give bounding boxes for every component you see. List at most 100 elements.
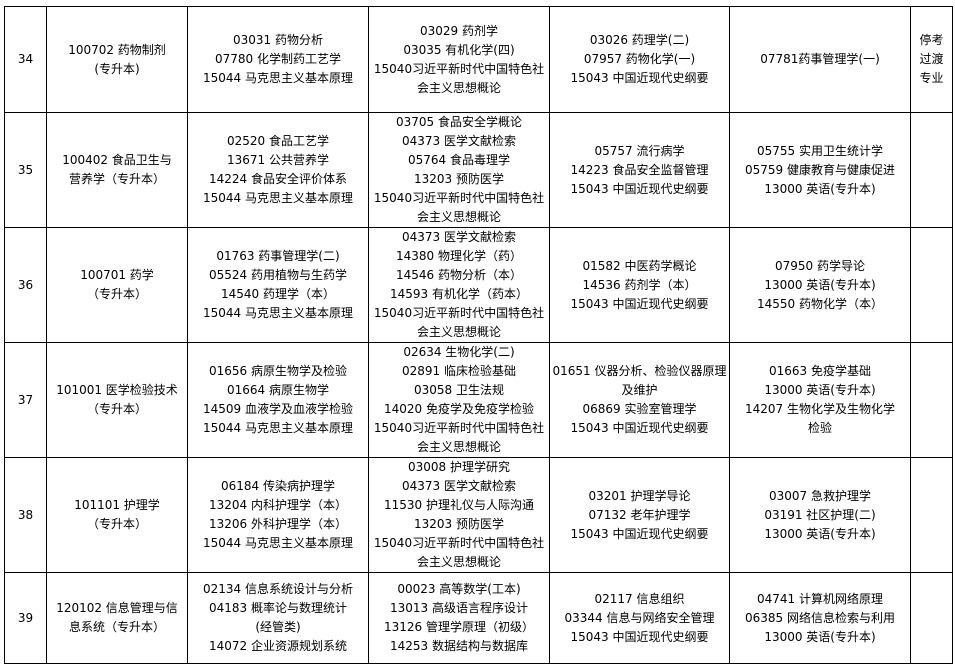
- major-name-line: 101001 医学检验技术: [56, 383, 178, 397]
- course-cell-4-line: 13000 英语(专升本): [764, 526, 876, 541]
- table-row: 36 100701 药学 （专升本） 01763 药事管理学(二) 05524 药用植物…: [4, 227, 953, 343]
- course-cell-2-line: 04373 医学文献检索: [402, 230, 516, 244]
- table-row: 39 120102 信息管理与信 息系统（专升本） 02134 信息系统设计与分析 04…: [4, 572, 953, 664]
- course-cell-2-line: 15040习近平新时代中国特色社: [373, 61, 545, 76]
- course-cell-2-line: 14020 免疫学及免疫学检验: [384, 402, 534, 416]
- course-cell-3: 03026 药理学(二) 07957 药物化学(一) 15043 中国近现代史纲要: [549, 6, 730, 113]
- course-cell-2: 00023 高等数学(工本) 13013 高级语言程序设计 13126 管理学原理（…: [368, 572, 550, 664]
- note-cell: [910, 457, 953, 573]
- course-cell-3-line: 07957 药物化学(一): [583, 52, 696, 66]
- major-name: 100702 药物制剂 (专升本): [46, 6, 188, 113]
- course-cell-1-line: 03031 药物分析: [233, 33, 323, 47]
- table-row: 35 100402 食品卫生与 营养学（专升本） 02520 食品工艺学 13671 公…: [4, 112, 953, 228]
- course-cell-2-line: 14546 药物分析（本）: [396, 268, 522, 282]
- course-cell-1-line: 02134 信息系统设计与分析: [203, 582, 353, 596]
- course-cell-1-line: 06184 传染病护理学: [221, 479, 335, 493]
- row-number: 39: [4, 572, 47, 664]
- course-cell-2-line: 会主义思想概论: [416, 440, 501, 454]
- course-cell-1-line: 15044 马克思主义基本原理: [203, 71, 353, 85]
- course-cell-2-line: 会主义思想概论: [416, 325, 501, 339]
- course-cell-3-line: 02117 信息组织: [594, 591, 685, 606]
- course-cell-2-line: 13203 预防医学: [414, 172, 504, 186]
- course-cell-2-line: 会主义思想概论: [416, 80, 501, 95]
- course-cell-2-line: 03058 卫生法规: [414, 383, 504, 397]
- major-name-line: 息系统（专升本）: [68, 620, 165, 634]
- table-row: 37 101001 医学检验技术 （专升本） 01656 病原生物学及检验 01664 …: [4, 342, 953, 458]
- note-cell: [910, 572, 953, 664]
- major-name-line: （专升本）: [86, 287, 147, 301]
- major-name-line: （专升本）: [86, 402, 147, 416]
- course-cell-4-line: 03007 急救护理学: [769, 488, 871, 503]
- note-cell-line: 过渡: [919, 52, 944, 66]
- course-cell-1-line: 14224 食品安全评价体系: [209, 172, 347, 186]
- course-cell-2-line: 15040习近平新时代中国特色社: [373, 306, 545, 320]
- course-cell-4-line: 14207 生物化学及生物化学: [745, 402, 895, 416]
- course-cell-1-line: 13204 内科护理学（本）: [209, 498, 347, 512]
- course-cell-1-line: 14072 企业资源规划系统: [209, 639, 347, 653]
- course-cell-2-line: 会主义思想概论: [416, 555, 501, 569]
- course-cell-3: 01651 仪器分析、检验仪器原理 及维护 06869 实验室管理学 15043 中国…: [549, 342, 730, 458]
- major-name-line: (专升本): [94, 61, 140, 76]
- course-cell-4-line: 03191 社区护理(二): [764, 507, 876, 522]
- course-cell-2: 03008 护理学研究 04373 医学文献检索 11530 护理礼仪与人际沟通 13…: [368, 457, 550, 573]
- course-cell-1: 02134 信息系统设计与分析 04183 概率论与数理统计 (经管类) 14072 …: [187, 572, 369, 664]
- course-cell-2-line: 05764 食品毒理学: [408, 153, 510, 167]
- course-cell-1: 03031 药物分析 07780 化学制药工艺学 15044 马克思主义基本原理: [187, 6, 369, 113]
- course-cell-4-line: 06385 网络信息检索与利用: [745, 610, 895, 625]
- course-cell-4-line: 04741 计算机网络原理: [757, 591, 883, 606]
- major-name-line: 100402 食品卫生与: [62, 153, 172, 167]
- course-cell-4-line: 13000 英语(专升本): [764, 277, 876, 292]
- row-number: 35: [4, 112, 47, 228]
- course-cell-4-line: 01663 免疫学基础: [769, 364, 871, 378]
- course-cell-4: 07950 药学导论 13000 英语(专升本) 14550 药物化学（本）: [729, 227, 911, 343]
- course-cell-3-line: 15043 中国近现代史纲要: [570, 421, 709, 435]
- course-cell-4-line: 13000 英语(专升本): [764, 629, 876, 644]
- row-number: 37: [4, 342, 47, 458]
- course-cell-3-line: 01582 中医药学概论: [582, 258, 697, 273]
- course-cell-3: 03201 护理学导论 07132 老年护理学 15043 中国近现代史纲要: [549, 457, 730, 573]
- course-cell-1-line: (经管类): [255, 620, 301, 634]
- course-cell-2: 03029 药剂学 03035 有机化学(四) 15040习近平新时代中国特色社 会主…: [368, 6, 550, 113]
- course-cell-2-line: 15040习近平新时代中国特色社: [373, 536, 545, 550]
- course-cell-3-line: 15043 中国近现代史纲要: [570, 629, 709, 644]
- course-cell-1-line: 13671 公共营养学: [227, 153, 329, 167]
- course-cell-1: 02520 食品工艺学 13671 公共营养学 14224 食品安全评价体系 1504…: [187, 112, 369, 228]
- major-name-line: 营养学（专升本）: [68, 172, 165, 186]
- course-cell-3-line: 14536 药剂学（本）: [582, 277, 697, 292]
- course-cell-2-line: 04373 医学文献检索: [402, 479, 516, 493]
- course-cell-2-line: 02891 临床检验基础: [402, 364, 516, 378]
- course-cell-2-line: 13203 预防医学: [414, 517, 504, 531]
- course-cell-3-line: 07132 老年护理学: [588, 507, 691, 522]
- course-cell-1-line: 15044 马克思主义基本原理: [203, 191, 353, 205]
- course-cell-3-line: 05757 流行病学: [594, 143, 685, 158]
- course-cell-2-line: 会主义思想概论: [416, 210, 501, 224]
- course-cell-4-line: 05755 实用卫生统计学: [757, 143, 883, 158]
- course-table: 34 100702 药物制剂 (专升本) 03031 药物分析 07780 化学制药工艺…: [4, 6, 953, 664]
- course-cell-1: 01656 病原生物学及检验 01664 病原生物学 14509 血液学及血液学检验…: [187, 342, 369, 458]
- course-cell-1-line: 04183 概率论与数理统计: [209, 601, 347, 615]
- note-cell-line: 停考: [919, 33, 944, 47]
- course-cell-4: 04741 计算机网络原理 06385 网络信息检索与利用 13000 英语(专升本…: [729, 572, 911, 664]
- course-cell-3-line: 及维护: [621, 383, 658, 397]
- note-cell: [910, 227, 953, 343]
- course-cell-4: 01663 免疫学基础 13000 英语(专升本) 14207 生物化学及生物化学检…: [729, 342, 911, 458]
- course-cell-2: 02634 生物化学(二) 02891 临床检验基础 03058 卫生法规 14020…: [368, 342, 550, 458]
- course-cell-1-line: 01656 病原生物学及检验: [209, 364, 347, 378]
- course-cell-4-line: 检验: [807, 421, 832, 435]
- course-table-body: 34 100702 药物制剂 (专升本) 03031 药物分析 07780 化学制药工艺…: [4, 6, 953, 664]
- major-name: 120102 信息管理与信 息系统（专升本）: [46, 572, 188, 664]
- major-name-line: 101101 护理学: [74, 498, 160, 512]
- course-cell-3: 05757 流行病学 14223 食品安全监督管理 15043 中国近现代史纲要: [549, 112, 730, 228]
- course-cell-2-line: 13013 高级语言程序设计: [390, 601, 528, 615]
- course-cell-4-line: 07781药事管理学(一): [760, 52, 880, 66]
- course-cell-4-line: 13000 英语(专升本): [764, 383, 876, 397]
- course-cell-4-line: 07950 药学导论: [775, 258, 865, 273]
- course-cell-2-line: 03008 护理学研究: [408, 460, 510, 474]
- course-cell-2-line: 14253 数据结构与数据库: [390, 639, 528, 653]
- course-cell-4-line: 14550 药物化学（本）: [757, 296, 883, 311]
- course-cell-4: 03007 急救护理学 03191 社区护理(二) 13000 英语(专升本): [729, 457, 911, 573]
- major-name-line: （专升本）: [86, 517, 147, 531]
- course-cell-2-line: 13126 管理学原理（初级）: [384, 620, 534, 634]
- course-cell-2: 04373 医学文献检索 14380 物理化学（药） 14546 药物分析（本） 14…: [368, 227, 550, 343]
- course-cell-3-line: 15043 中国近现代史纲要: [570, 526, 709, 541]
